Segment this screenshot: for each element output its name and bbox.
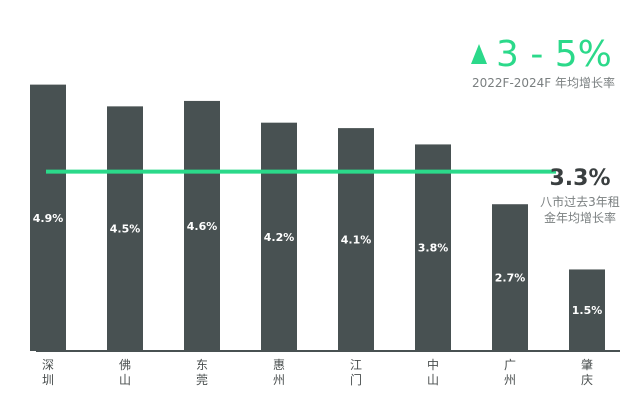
category-label: 山	[119, 373, 131, 387]
bar-2	[184, 100, 220, 351]
bar-5	[415, 144, 451, 351]
bar-value-label: 1.5%	[572, 304, 603, 317]
category-label: 庆	[581, 373, 593, 387]
category-label: 中	[427, 357, 439, 372]
headline-subtitle: 2022F-2024F 年均增长率	[472, 75, 615, 90]
bar-0	[30, 84, 66, 352]
category-label: 州	[504, 373, 516, 387]
category-label: 深	[42, 358, 54, 372]
average-caption-line2: 金年均增长率	[544, 210, 616, 225]
bar-1	[107, 106, 143, 351]
average-caption-line1: 八市过去3年租	[540, 194, 620, 209]
up-triangle-icon	[471, 44, 487, 64]
category-label: 江	[350, 358, 362, 372]
headline-group: 3 - 5% 2022F-2024F 年均增长率	[471, 34, 615, 90]
bar-value-labels: 4.9% 4.5% 4.6% 4.2% 4.1% 3.8% 2.7% 1.5%	[33, 212, 603, 317]
category-label: 圳	[42, 373, 54, 387]
average-value: 3.3%	[549, 166, 610, 191]
average-annotation: 3.3% 八市过去3年租 金年均增长率	[540, 166, 620, 225]
category-label: 惠	[273, 358, 285, 372]
category-label: 东	[196, 358, 208, 372]
bar-7	[569, 269, 605, 351]
category-label: 山	[427, 373, 439, 387]
category-label: 广	[504, 358, 516, 372]
headline-value: 3 - 5%	[496, 34, 612, 75]
category-label: 门	[350, 372, 362, 387]
bar-value-label: 4.1%	[341, 234, 372, 247]
bar-value-label: 4.5%	[110, 223, 141, 236]
bar-value-label: 2.7%	[495, 272, 526, 285]
bar-4	[338, 128, 374, 351]
bar-value-label: 4.9%	[33, 212, 64, 225]
bar-value-label: 3.8%	[418, 242, 449, 255]
bar-value-label: 4.2%	[264, 231, 295, 244]
category-label: 佛	[119, 358, 131, 372]
category-label: 州	[273, 373, 285, 387]
bar-6	[492, 204, 528, 351]
bar-3	[261, 122, 297, 351]
bars-group	[30, 84, 605, 352]
bar-value-label: 4.6%	[187, 220, 218, 233]
category-label: 肇	[581, 357, 593, 372]
category-label: 莞	[196, 373, 208, 387]
